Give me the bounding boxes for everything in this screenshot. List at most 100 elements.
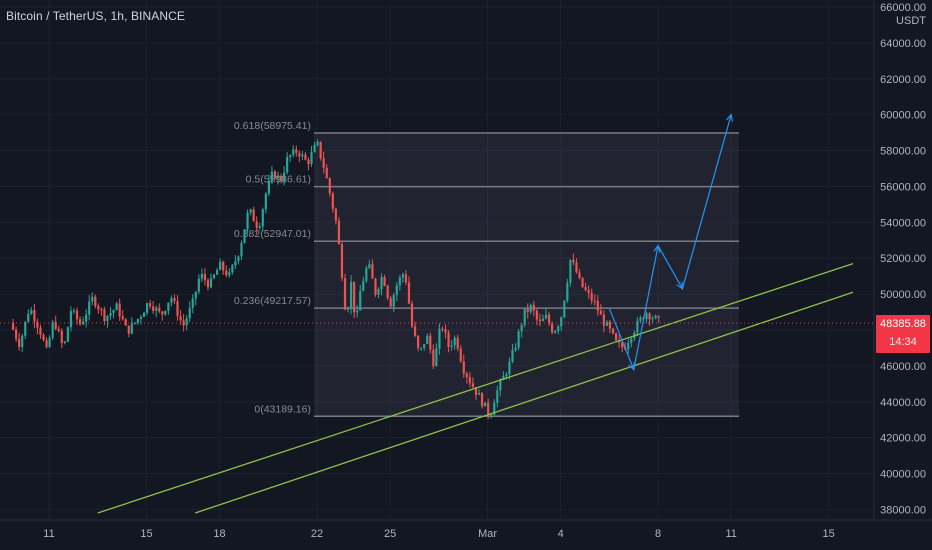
candle-body bbox=[136, 318, 140, 323]
time-axis[interactable]: 11 15 18 22 25 Mar 4 8 11 15 bbox=[0, 519, 932, 540]
candle-body bbox=[145, 303, 149, 313]
candle-body bbox=[142, 312, 146, 317]
price-axis[interactable]: 38000.00 40000.00 42000.00 44000.00 46000.00… bbox=[873, 0, 926, 520]
candle-body bbox=[441, 328, 444, 330]
candle-body bbox=[243, 229, 246, 244]
trendlines[interactable] bbox=[97, 262, 854, 514]
candle-body bbox=[255, 221, 258, 228]
price-tick-label: 64000.00 bbox=[880, 38, 926, 50]
candle-body bbox=[435, 348, 438, 367]
candle-body bbox=[188, 307, 191, 319]
candle-body bbox=[371, 264, 374, 279]
candle-body bbox=[529, 304, 532, 312]
candle-body bbox=[167, 302, 170, 311]
candle-body bbox=[304, 154, 307, 160]
candle-body bbox=[438, 328, 441, 349]
time-tick-label: 8 bbox=[655, 528, 661, 540]
candle-body bbox=[249, 209, 252, 213]
candle-body bbox=[474, 387, 478, 395]
trendline[interactable] bbox=[194, 291, 854, 514]
candle-body bbox=[45, 340, 48, 347]
candle-body bbox=[334, 208, 337, 221]
candle-body bbox=[225, 270, 228, 276]
candle-body bbox=[356, 310, 359, 313]
symbol-name[interactable]: Bitcoin / TetherUS bbox=[6, 9, 104, 23]
time-tick-label: 11 bbox=[43, 528, 54, 540]
candle-body bbox=[346, 308, 350, 310]
candle-body bbox=[389, 298, 392, 307]
price-tick-label: 54000.00 bbox=[880, 217, 926, 229]
candle-body bbox=[648, 313, 651, 320]
candle-body bbox=[535, 310, 538, 320]
candle-body bbox=[124, 319, 127, 326]
candle-body bbox=[392, 294, 395, 307]
candle-body bbox=[106, 315, 109, 322]
candle-body bbox=[651, 318, 654, 320]
price-tick-label: 66000.00 bbox=[880, 2, 926, 14]
candle-body bbox=[133, 322, 136, 324]
candle-body bbox=[581, 277, 584, 288]
time-tick-label: Mar bbox=[478, 528, 497, 540]
candle-body bbox=[109, 312, 112, 316]
candle-body bbox=[353, 281, 356, 313]
candle-body bbox=[566, 282, 569, 301]
candle-body bbox=[447, 332, 450, 347]
candle-body bbox=[322, 158, 325, 168]
projection-arrowhead bbox=[726, 113, 734, 122]
candle-body bbox=[496, 390, 499, 403]
candle-body bbox=[139, 316, 143, 319]
candle-body bbox=[88, 301, 91, 315]
candle-body bbox=[197, 278, 200, 292]
candle-body bbox=[557, 326, 560, 332]
candle-body bbox=[75, 310, 79, 320]
candle-body bbox=[185, 318, 188, 326]
candle-body bbox=[404, 274, 408, 283]
candle-body bbox=[54, 322, 57, 329]
candle-body bbox=[520, 325, 523, 332]
candle-body bbox=[66, 327, 69, 342]
candle-body bbox=[30, 310, 33, 314]
candle-body bbox=[575, 262, 578, 273]
candle-body bbox=[57, 328, 60, 331]
fibonacci-retracement[interactable]: 0.618(58975.41)0.5(55986.61)0.382(52947.… bbox=[234, 120, 739, 418]
candle-body bbox=[508, 361, 511, 375]
candle-body bbox=[343, 278, 347, 310]
candle-body bbox=[289, 155, 292, 157]
candle-body bbox=[593, 300, 596, 302]
projection-path[interactable] bbox=[608, 113, 734, 372]
candle-body bbox=[450, 345, 453, 347]
candle-body bbox=[429, 335, 432, 350]
candle-body bbox=[179, 316, 182, 321]
candle-body bbox=[599, 310, 602, 315]
candle-body bbox=[310, 152, 313, 164]
candle-body bbox=[398, 277, 401, 286]
candle-body bbox=[407, 282, 411, 304]
candle-body bbox=[301, 154, 304, 157]
candle-body bbox=[42, 334, 45, 341]
trendline[interactable] bbox=[97, 262, 854, 514]
candle-body bbox=[21, 335, 24, 347]
candle-body bbox=[112, 310, 115, 313]
candle-body bbox=[261, 209, 264, 227]
candle-body bbox=[444, 329, 447, 333]
candle-body bbox=[456, 337, 459, 349]
time-tick-label: 11 bbox=[725, 528, 736, 540]
time-tick-label: 18 bbox=[213, 528, 225, 540]
candle-body bbox=[636, 320, 639, 333]
candle-body bbox=[587, 290, 590, 293]
interval-label[interactable]: 1h bbox=[104, 9, 124, 23]
candle-body bbox=[33, 310, 36, 322]
candle-body bbox=[374, 278, 377, 295]
candle-body bbox=[465, 373, 468, 378]
candle-body bbox=[206, 280, 210, 288]
candle-body bbox=[191, 298, 194, 308]
candle-body bbox=[423, 343, 426, 348]
candle-body bbox=[234, 261, 237, 266]
candle-body bbox=[657, 315, 660, 318]
candle-body bbox=[560, 317, 563, 327]
fib-level-label: 0(43189.16) bbox=[254, 403, 311, 415]
candle-body bbox=[60, 330, 63, 344]
candle-body bbox=[149, 303, 152, 307]
price-tick-label: 56000.00 bbox=[880, 181, 926, 193]
